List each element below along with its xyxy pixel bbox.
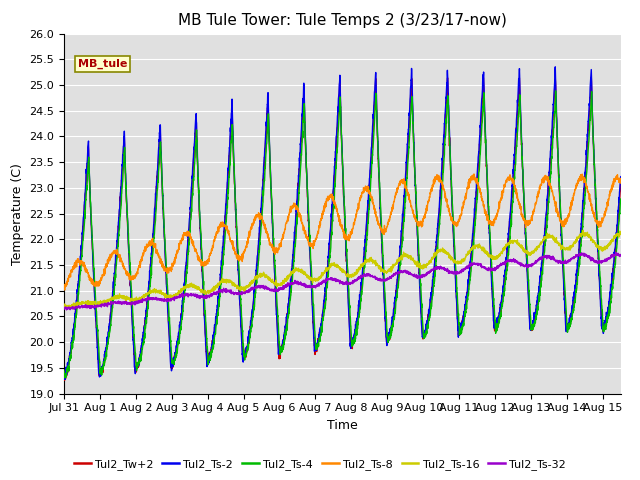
Title: MB Tule Tower: Tule Temps 2 (3/23/17-now): MB Tule Tower: Tule Temps 2 (3/23/17-now…: [178, 13, 507, 28]
Y-axis label: Temperature (C): Temperature (C): [11, 163, 24, 264]
Legend: Tul2_Tw+2, Tul2_Ts-2, Tul2_Ts-4, Tul2_Ts-8, Tul2_Ts-16, Tul2_Ts-32: Tul2_Tw+2, Tul2_Ts-2, Tul2_Ts-4, Tul2_Ts…: [69, 455, 571, 474]
X-axis label: Time: Time: [327, 419, 358, 432]
Text: MB_tule: MB_tule: [78, 59, 127, 69]
